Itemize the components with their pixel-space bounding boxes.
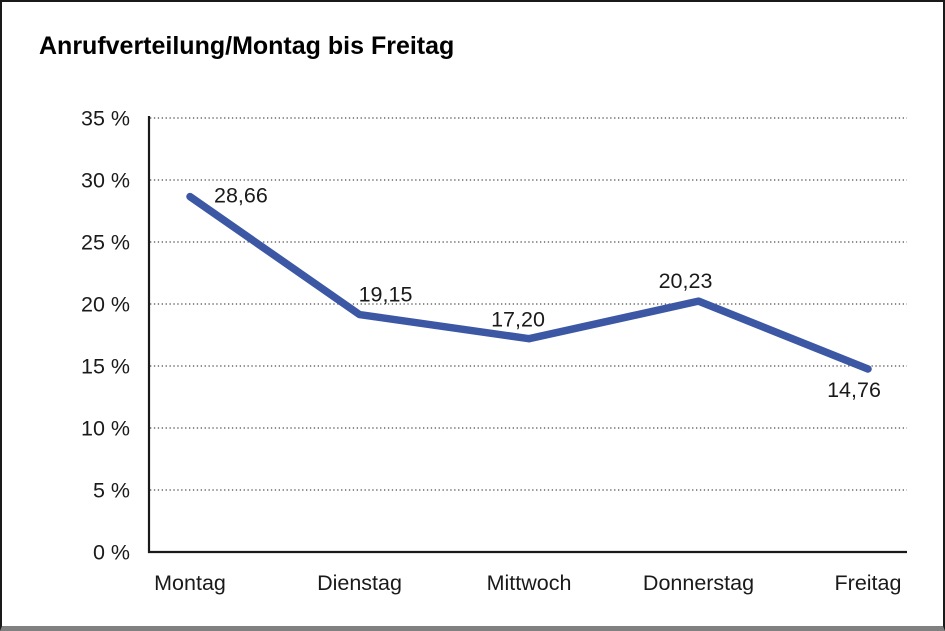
data-label: 20,23: [659, 269, 713, 293]
y-tick-label: 10 %: [81, 417, 130, 441]
x-tick-label: Freitag: [835, 571, 902, 595]
y-tick-label: 35 %: [81, 107, 130, 131]
data-label: 28,66: [214, 184, 268, 208]
chart-title: Anrufverteilung/Montag bis Freitag: [39, 32, 455, 60]
x-tick-label: Montag: [154, 571, 226, 595]
y-tick-label: 30 %: [81, 169, 130, 193]
y-tick-label: 25 %: [81, 231, 130, 255]
y-tick-label: 0 %: [93, 541, 130, 565]
series-line: [186, 192, 872, 373]
x-tick-label: Mittwoch: [487, 571, 572, 595]
x-tick-label: Donnerstag: [643, 571, 754, 595]
y-tick-label: 20 %: [81, 293, 130, 317]
y-tick-label: 15 %: [81, 355, 130, 379]
data-label: 19,15: [359, 283, 413, 307]
x-tick-label: Dienstag: [317, 571, 402, 595]
data-label: 14,76: [827, 378, 881, 402]
data-label: 17,20: [491, 308, 545, 332]
y-tick-label: 5 %: [93, 479, 130, 503]
